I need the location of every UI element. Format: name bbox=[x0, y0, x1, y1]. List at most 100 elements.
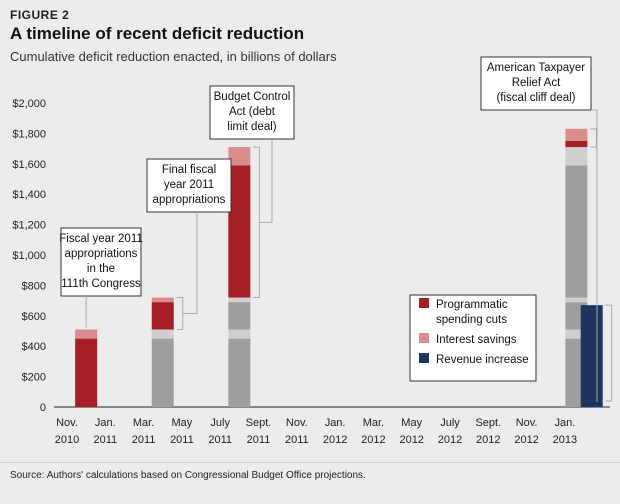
annotation-line: appropriations bbox=[153, 194, 226, 206]
legend-label: Interest savings bbox=[436, 334, 517, 346]
bar-segment-prior_light bbox=[565, 297, 588, 303]
legend-item: Revenue increase bbox=[419, 353, 529, 366]
source-note: Source: Authors' calculations based on C… bbox=[10, 470, 366, 481]
x-tick-label: Nov. 2012 bbox=[514, 417, 538, 446]
x-tick-line: Nov. bbox=[286, 417, 308, 429]
annotation-connector bbox=[182, 212, 198, 315]
bar-bca bbox=[228, 147, 251, 407]
x-tick-line: 2011 bbox=[170, 434, 194, 446]
annotation-line: Fiscal year 2011 bbox=[59, 233, 143, 245]
annotation-final-fy2011: Final fiscal year 2011 appropriations bbox=[146, 158, 232, 213]
annotation-fy2011-cr: Fiscal year 2011 appropriations in the 111t… bbox=[59, 227, 143, 297]
x-tick-line: May bbox=[172, 417, 193, 429]
chart-subtitle: Cumulative deficit reduction enacted, in… bbox=[10, 49, 337, 64]
y-tick-label: $400 bbox=[22, 341, 46, 353]
bar-fy2011-cr bbox=[75, 329, 98, 407]
x-tick-line: 2011 bbox=[208, 434, 232, 446]
bracket-final-fy2011 bbox=[176, 297, 184, 330]
x-tick-line: Sept. bbox=[475, 417, 501, 429]
x-tick-label: Nov. 2010 bbox=[55, 417, 79, 446]
x-tick-line: Nov. bbox=[516, 417, 538, 429]
y-tick-label: $1,800 bbox=[12, 128, 46, 140]
x-tick-line: May bbox=[401, 417, 422, 429]
legend-box bbox=[409, 294, 537, 382]
x-tick-label: Mar. 2012 bbox=[361, 417, 385, 446]
bar-segment-prior_light bbox=[565, 329, 588, 339]
x-tick-line: 2011 bbox=[132, 434, 156, 446]
y-tick-label: $1,200 bbox=[12, 220, 46, 232]
bar-segment-prior_dark bbox=[228, 338, 251, 407]
bar-segment-prior_dark bbox=[565, 165, 588, 298]
bar-segment-prior_dark bbox=[151, 338, 174, 407]
y-tick-label: $1,000 bbox=[12, 250, 46, 262]
x-tick-label: Jan. 2012 bbox=[323, 417, 347, 446]
x-tick-line: 2011 bbox=[93, 434, 117, 446]
bar-segment-prior_light bbox=[228, 297, 251, 303]
y-tick-label: $800 bbox=[22, 280, 46, 292]
bar-segment-revenue bbox=[580, 305, 603, 407]
legend-label: Programmatic bbox=[436, 299, 508, 311]
x-tick-label: May 2011 bbox=[170, 417, 194, 446]
x-tick-label: July 2012 bbox=[438, 417, 462, 446]
x-tick-line: 2011 bbox=[247, 434, 271, 446]
legend-label: spending cuts bbox=[436, 314, 507, 326]
annotation-line: Budget Control bbox=[214, 91, 291, 103]
y-tick-label: $1,600 bbox=[12, 159, 46, 171]
x-tick-line: Mar. bbox=[133, 417, 154, 429]
bar-final-fy2011 bbox=[151, 297, 174, 407]
annotation-bca: Budget Control Act (debt limit deal) bbox=[209, 85, 295, 140]
legend-label: Revenue increase bbox=[436, 354, 529, 366]
annotation-connector bbox=[259, 139, 273, 223]
x-tick-label: Jan. 2013 bbox=[553, 417, 577, 446]
legend-swatch bbox=[419, 298, 429, 308]
legend: Programmatic spending cuts Interest saving… bbox=[409, 294, 537, 382]
y-tick-label: $1,400 bbox=[12, 189, 46, 201]
annotation-box bbox=[146, 158, 232, 213]
legend-swatch bbox=[419, 353, 429, 363]
bar-segment-programmatic bbox=[151, 302, 174, 330]
bar-atra-revenue bbox=[580, 305, 603, 407]
annotation-line: limit deal) bbox=[227, 121, 276, 133]
bar-segment-programmatic bbox=[75, 338, 98, 407]
x-tick-line: Nov. bbox=[56, 417, 78, 429]
bar-segment-programmatic bbox=[565, 141, 588, 148]
annotation-line: in the bbox=[87, 263, 115, 275]
annotation-box bbox=[480, 56, 592, 111]
y-tick-label: $2,000 bbox=[12, 98, 46, 110]
bar-segment-interest bbox=[565, 128, 588, 141]
annotation-line: appropriations bbox=[65, 248, 138, 260]
y-tick-label: $600 bbox=[22, 311, 46, 323]
x-tick-line: 2012 bbox=[438, 434, 462, 446]
x-tick-line: 2013 bbox=[553, 434, 577, 446]
bar-segment-interest bbox=[228, 147, 251, 166]
y-tick-label: 0 bbox=[40, 402, 46, 414]
bar-segment-prior_light bbox=[151, 329, 174, 339]
x-tick-label: May 2012 bbox=[399, 417, 423, 446]
annotation-line: 111th Congress bbox=[61, 278, 141, 290]
annotation-box bbox=[60, 227, 142, 297]
x-tick-label: Jan. 2011 bbox=[93, 417, 117, 446]
annotation-line: Relief Act bbox=[512, 77, 561, 89]
annotation-line: year 2011 bbox=[164, 179, 214, 191]
legend-item: Interest savings bbox=[419, 333, 517, 346]
x-tick-label: Sept. 2011 bbox=[246, 417, 272, 446]
bar-segment-interest bbox=[151, 297, 174, 303]
x-tick-line: Jan. bbox=[555, 417, 576, 429]
x-tick-line: Sept. bbox=[246, 417, 272, 429]
bracket-atra-revenue bbox=[605, 304, 613, 402]
annotation-box bbox=[209, 85, 295, 140]
x-tick-line: Mar. bbox=[363, 417, 384, 429]
x-tick-line: Jan. bbox=[95, 417, 116, 429]
x-tick-line: 2012 bbox=[476, 434, 500, 446]
x-tick-line: 2012 bbox=[323, 434, 347, 446]
x-tick-line: July bbox=[440, 417, 460, 429]
legend-item: Programmatic spending cuts bbox=[419, 298, 508, 326]
chart-title: A timeline of recent deficit reduction bbox=[10, 24, 305, 43]
annotation-line: Final fiscal bbox=[162, 164, 216, 176]
x-tick-label: Mar. 2011 bbox=[132, 417, 156, 446]
annotation-line: American Taxpayer bbox=[487, 62, 585, 74]
x-tick-line: 2012 bbox=[399, 434, 423, 446]
x-tick-line: Jan. bbox=[325, 417, 346, 429]
bar-segment-prior_light bbox=[565, 147, 588, 166]
bar-segment-interest bbox=[75, 329, 98, 339]
